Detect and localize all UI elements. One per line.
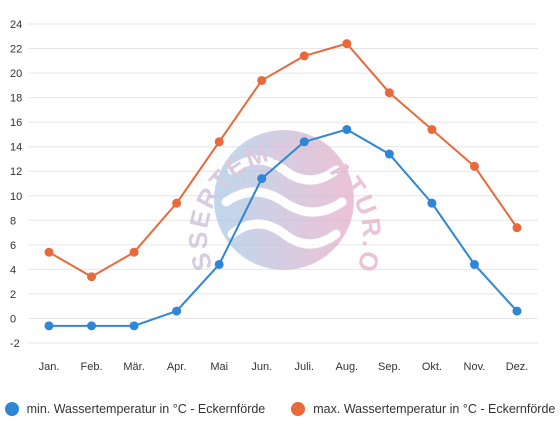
- legend-dot-min: [4, 402, 19, 416]
- legend-label-min: min. Wassertemperatur in °C - Eckernförd…: [26, 402, 266, 416]
- y-tick-label: 18: [10, 93, 22, 105]
- y-tick-label: 0: [10, 313, 16, 325]
- data-point[interactable]: [172, 198, 182, 208]
- x-tick-label: Okt.: [422, 361, 442, 373]
- data-point[interactable]: [469, 259, 479, 269]
- x-tick-label: Sep.: [378, 361, 401, 373]
- x-tick-label: Mai: [210, 361, 228, 373]
- series-line: [49, 128, 518, 327]
- chart-legend: min. Wassertemperatur in °C - Eckernförd…: [0, 397, 560, 421]
- y-tick-label: 6: [10, 240, 16, 252]
- data-point[interactable]: [44, 321, 54, 331]
- x-tick-label: Feb.: [81, 361, 103, 373]
- x-tick-label: Aug.: [335, 361, 358, 373]
- y-tick-label: 2: [10, 289, 16, 301]
- legend-label-max: max. Wassertemperatur in °C - Eckernförd…: [313, 402, 556, 416]
- series-max: [44, 39, 522, 282]
- y-tick-label: 8: [10, 215, 16, 227]
- data-point[interactable]: [469, 161, 479, 171]
- data-point[interactable]: [87, 272, 97, 282]
- data-point[interactable]: [172, 306, 182, 316]
- data-point[interactable]: [257, 174, 267, 184]
- data-point[interactable]: [87, 321, 97, 331]
- data-point[interactable]: [427, 198, 437, 208]
- x-tick-label: Jan.: [39, 361, 60, 373]
- y-tick-label: 20: [10, 68, 22, 80]
- legend-dot-max: [291, 402, 306, 416]
- data-point[interactable]: [214, 137, 224, 147]
- legend-item-min[interactable]: min. Wassertemperatur in °C - Eckernförd…: [4, 402, 266, 416]
- series-line: [48, 42, 518, 278]
- data-point[interactable]: [384, 149, 394, 159]
- y-tick-label: 10: [10, 191, 22, 203]
- data-point[interactable]: [342, 39, 352, 49]
- y-tick-label: -2: [10, 338, 20, 350]
- data-point[interactable]: [129, 321, 139, 331]
- x-axis-ticks: Jan. Feb. Mär. Apr. Mai Jun. Juli. Aug. Sep. Okt.…: [39, 361, 529, 373]
- y-tick-label: 22: [10, 44, 22, 56]
- data-point[interactable]: [512, 306, 522, 316]
- y-tick-label: 12: [10, 166, 22, 178]
- x-tick-label: Jun.: [251, 361, 272, 373]
- y-tick-label: 4: [10, 264, 16, 276]
- data-point[interactable]: [512, 223, 522, 233]
- series-min: [44, 125, 522, 331]
- data-point[interactable]: [44, 247, 54, 257]
- y-tick-label: 16: [10, 117, 22, 129]
- data-point[interactable]: [299, 51, 309, 61]
- watermark-logo: WASSERTEMPERATUR.ORG: [0, 0, 386, 277]
- series-layer: [44, 39, 522, 331]
- legend-item-max[interactable]: max. Wassertemperatur in °C - Eckernförd…: [291, 402, 555, 416]
- data-point[interactable]: [342, 125, 352, 135]
- watermark-waves: [221, 155, 347, 249]
- data-point[interactable]: [299, 137, 309, 147]
- x-tick-label: Apr.: [167, 361, 187, 373]
- data-point[interactable]: [384, 88, 394, 98]
- x-tick-label: Mär.: [123, 361, 144, 373]
- data-point[interactable]: [214, 259, 224, 269]
- data-point[interactable]: [427, 125, 437, 135]
- data-point[interactable]: [257, 75, 267, 85]
- x-tick-label: Dez.: [506, 361, 529, 373]
- y-tick-label: 24: [10, 19, 22, 31]
- x-tick-label: Nov.: [464, 361, 486, 373]
- y-tick-label: 14: [10, 142, 22, 154]
- x-tick-label: Juli.: [294, 361, 314, 373]
- data-point[interactable]: [129, 247, 139, 257]
